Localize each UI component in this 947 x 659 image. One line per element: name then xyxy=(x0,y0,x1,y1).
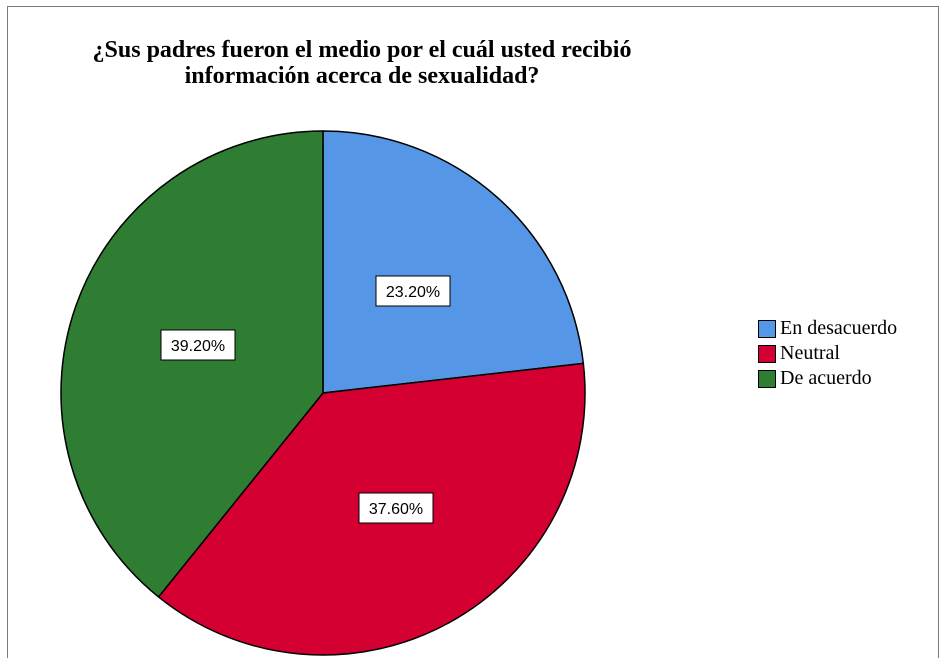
data-label-text-neutral: 37.60% xyxy=(369,501,423,518)
legend-item-en-desacuerdo: En desacuerdo xyxy=(758,316,897,341)
chart-title-line1: ¿Sus padres fueron el medio por el cuál … xyxy=(92,37,632,63)
chart-title-line2: información acerca de sexualidad? xyxy=(184,63,540,89)
legend-label-en-desacuerdo: En desacuerdo xyxy=(780,317,898,339)
legend-label-neutral: Neutral xyxy=(780,342,840,364)
legend-label-de-acuerdo: De acuerdo xyxy=(780,367,872,389)
pie-slice-en-desacuerdo xyxy=(322,130,585,394)
legend-swatch-de-acuerdo xyxy=(758,369,776,388)
legend-swatch-neutral xyxy=(758,344,776,363)
data-label-en-desacuerdo: 23.20% xyxy=(375,275,451,307)
legend-swatch-en-desacuerdo xyxy=(758,319,776,338)
data-label-box-en-desacuerdo xyxy=(375,275,451,307)
legend-item-neutral: Neutral xyxy=(758,341,897,366)
data-label-box-de-acuerdo xyxy=(160,329,236,361)
legend-item-de-acuerdo: De acuerdo xyxy=(758,366,897,391)
pie-slice-de-acuerdo xyxy=(60,130,324,599)
chart-title: ¿Sus padres fueron el medio por el cuál … xyxy=(12,37,712,89)
data-label-text-de-acuerdo: 39.20% xyxy=(171,338,225,355)
legend: En desacuerdo Neutral De acuerdo xyxy=(758,316,897,391)
data-label-de-acuerdo: 39.20% xyxy=(160,329,236,361)
data-label-text-en-desacuerdo: 23.20% xyxy=(386,284,440,301)
data-label-box-neutral xyxy=(358,492,434,524)
data-label-neutral: 37.60% xyxy=(358,492,434,524)
